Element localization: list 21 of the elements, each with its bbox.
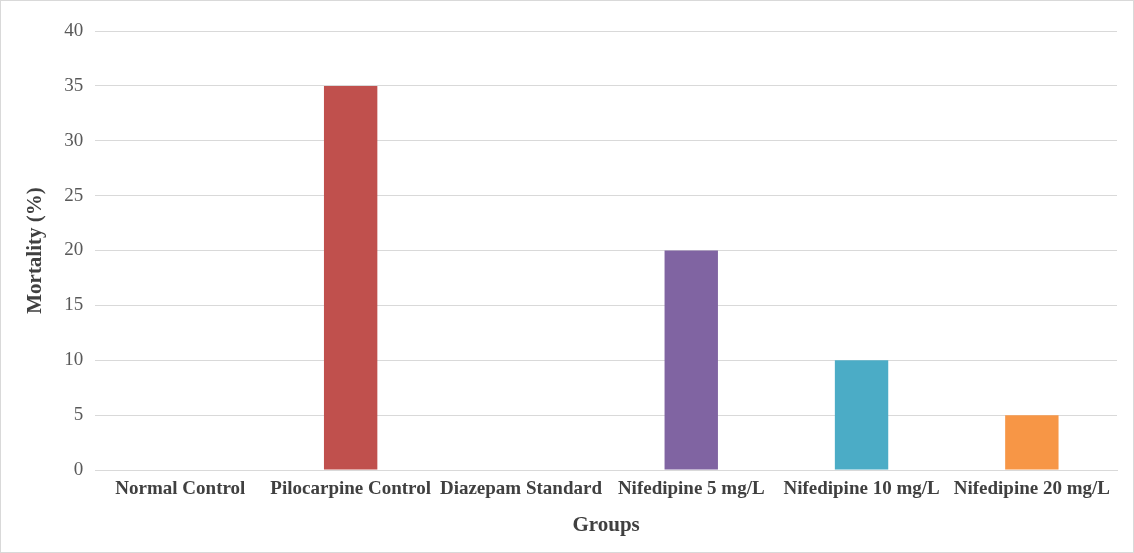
y-tick-label: 10	[64, 348, 84, 370]
x-axis-title: Groups	[572, 511, 640, 536]
bar	[1005, 415, 1059, 470]
y-tick-label: 40	[64, 18, 84, 40]
x-tick-label: Nifedipine 20 mg/L	[953, 477, 1110, 499]
y-tick-label: 25	[64, 183, 84, 205]
bar	[323, 85, 378, 470]
y-tick-label: 0	[73, 457, 84, 479]
bar	[664, 250, 718, 470]
y-tick-label: 15	[64, 293, 84, 315]
y-tick-label: 20	[64, 238, 84, 260]
y-axis-title: Mortality (%)	[22, 187, 47, 314]
x-tick-label: Nifedipine 10 mg/L	[783, 477, 940, 499]
bar	[834, 360, 889, 470]
y-tick-label: 35	[64, 73, 84, 95]
y-tick-label: 30	[64, 128, 84, 150]
x-tick-label: Diazepam Standard	[439, 477, 603, 499]
y-tick-label: 5	[73, 403, 84, 425]
x-tick-label: Pilocarpine Control	[270, 477, 431, 499]
x-tick-label: Nifedipine 5 mg/L	[617, 477, 765, 499]
x-tick-label: Normal Control	[115, 477, 246, 499]
